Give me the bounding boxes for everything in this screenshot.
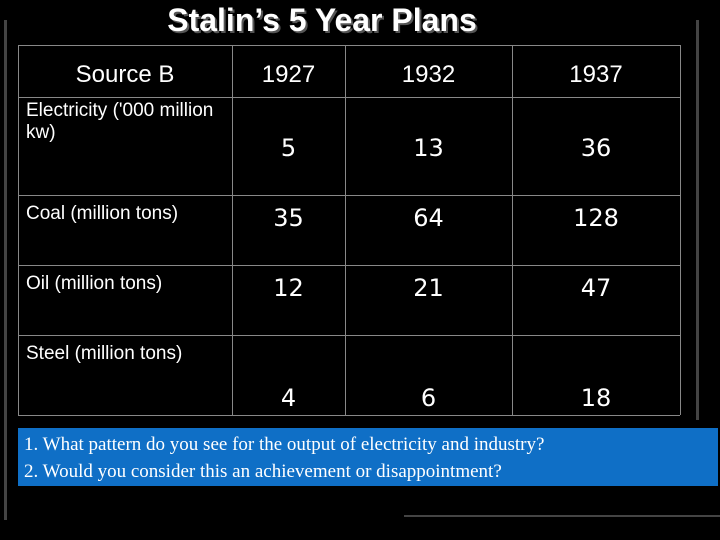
value-cell: 5: [280, 134, 297, 162]
value-cell: 21: [413, 274, 444, 302]
row-label: Coal (million tons): [26, 203, 179, 224]
header-cell: 1932: [401, 61, 456, 88]
table-line: [18, 45, 19, 415]
table-line: [18, 45, 680, 46]
row-label: Oil (million tons): [26, 273, 163, 294]
table-line: [18, 415, 680, 416]
question: 2. Would you consider this an achievemen…: [24, 461, 502, 482]
table-line: [18, 265, 680, 266]
header-cell: Source B: [75, 61, 175, 88]
table-line: [232, 45, 233, 415]
value-cell: 4: [280, 384, 297, 412]
header-cell: 1927: [261, 61, 316, 88]
table-line: [345, 45, 346, 415]
value-cell: 13: [413, 134, 444, 162]
table-line: [512, 45, 513, 415]
decor-bar: [404, 515, 720, 517]
value-cell: 128: [573, 204, 619, 232]
header-cell: 1937: [569, 61, 623, 88]
decor-bar: [696, 20, 699, 420]
value-cell: 64: [413, 204, 444, 232]
value-cell: 18: [580, 384, 612, 412]
row-label: Steel (million tons): [26, 343, 183, 364]
decor-bar: [4, 20, 7, 520]
table-line: [18, 335, 680, 336]
value-cell: 47: [580, 274, 612, 302]
question-box: 1. What pattern do you see for the outpu…: [18, 428, 718, 486]
table-line: [18, 97, 680, 98]
slide-title: Stalin’s 5 Year Plans: [167, 2, 477, 38]
table-line: [680, 45, 681, 415]
value-cell: 12: [273, 274, 304, 302]
value-cell: 35: [273, 204, 304, 232]
question: 1. What pattern do you see for the outpu…: [24, 434, 545, 455]
row-label: Electricity ('000 million kw): [26, 100, 214, 143]
value-cell: 36: [580, 134, 612, 162]
table-line: [18, 195, 680, 196]
value-cell: 6: [420, 384, 437, 412]
